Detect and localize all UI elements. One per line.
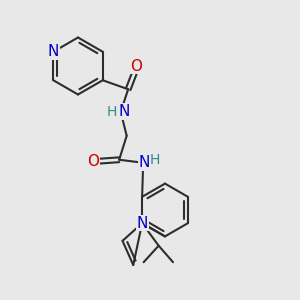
Text: N: N: [48, 44, 59, 59]
Text: H: H: [107, 105, 118, 119]
Text: N: N: [136, 216, 148, 231]
Text: N: N: [139, 155, 150, 170]
Text: H: H: [150, 153, 160, 167]
Text: N: N: [118, 104, 130, 119]
Text: O: O: [87, 154, 99, 169]
Text: O: O: [130, 58, 142, 74]
